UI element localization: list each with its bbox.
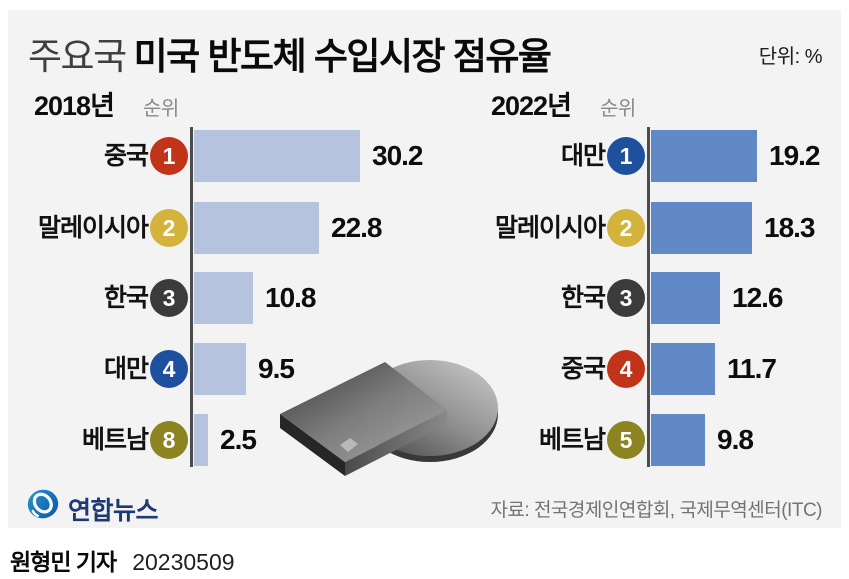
country-label: 베트남 — [538, 426, 606, 454]
rank-badge: 3 — [150, 279, 188, 317]
country-label: 대만 — [560, 142, 606, 170]
chart-row: 베트남 5 9.8 — [457, 414, 849, 466]
rank-header-2022: 순위 — [600, 98, 636, 120]
country-label: 중국 — [560, 355, 606, 383]
title-main: 미국 반도체 수입시장 점유율 — [133, 36, 552, 77]
country-label: 대만 — [103, 355, 149, 383]
value-label: 11.7 — [727, 353, 777, 384]
chart-row: 한국 3 12.6 — [457, 272, 849, 324]
value-label: 12.6 — [732, 282, 783, 313]
publish-date: 20230509 — [132, 549, 235, 575]
title-prefix: 주요국 — [28, 36, 127, 77]
yonhap-news-logo: 연합뉴스 — [24, 485, 224, 525]
bar — [651, 202, 752, 254]
rank-badge: 4 — [607, 350, 645, 388]
chart-row: 중국 4 11.7 — [457, 343, 849, 395]
value-label: 18.3 — [764, 212, 815, 243]
country-label: 베트남 — [81, 426, 149, 454]
year-label-2022: 2022년 — [491, 91, 572, 121]
chart-row: 말레이시아 2 18.3 — [457, 202, 849, 254]
chart-row: 말레이시아 2 22.8 — [0, 202, 430, 254]
value-label: 19.2 — [769, 140, 820, 171]
rank-badge: 3 — [607, 279, 645, 317]
yonhap-logo-icon — [27, 489, 59, 519]
country-label: 중국 — [103, 142, 149, 170]
rank-badge: 1 — [150, 137, 188, 175]
value-label: 9.5 — [258, 353, 295, 384]
rank-badge: 4 — [150, 350, 188, 388]
source-credit: 자료: 전국경제인연합회, 국제무역센터(ITC) — [490, 500, 822, 521]
bar — [651, 130, 757, 182]
rank-badge: 2 — [607, 209, 645, 247]
chart-2018: 2018년 순위 중국 1 30.2 말레이시아 2 22.8 한국 3 10.… — [0, 0, 430, 500]
unit-label: 단위: % — [758, 46, 823, 68]
bar — [194, 202, 319, 254]
chart-row: 대만 1 19.2 — [457, 130, 849, 182]
country-label: 말레이시아 — [494, 214, 606, 242]
year-label-2018: 2018년 — [34, 91, 115, 121]
rank-header-2018: 순위 — [143, 98, 179, 120]
chart-row: 베트남 8 2.5 — [0, 414, 430, 466]
chart-row: 한국 3 10.8 — [0, 272, 430, 324]
value-label: 9.8 — [717, 424, 754, 455]
bar — [194, 343, 246, 395]
rank-badge: 1 — [607, 137, 645, 175]
chart-2022: 2022년 순위 대만 1 19.2 말레이시아 2 18.3 한국 3 12.… — [457, 0, 849, 500]
chip-wafer-icon — [280, 360, 498, 476]
value-label: 10.8 — [265, 282, 316, 313]
bar — [194, 130, 360, 182]
bar — [194, 272, 253, 324]
semiconductor-chip-illustration — [268, 338, 512, 484]
country-label: 한국 — [560, 284, 606, 312]
bar — [651, 414, 705, 466]
axis-line — [190, 127, 193, 467]
bar — [651, 272, 720, 324]
logo-text: 연합뉴스 — [68, 497, 159, 525]
bar — [194, 414, 208, 466]
rank-badge: 2 — [150, 209, 188, 247]
value-label: 30.2 — [372, 140, 423, 171]
bar — [651, 343, 715, 395]
reporter-name: 원형민 기자 — [10, 549, 117, 575]
rank-badge: 8 — [150, 421, 188, 459]
country-label: 한국 — [103, 284, 149, 312]
country-label: 말레이시아 — [37, 214, 149, 242]
page-title: 주요국 미국 반도체 수입시장 점유율 — [28, 26, 552, 80]
value-label: 2.5 — [220, 424, 257, 455]
value-label: 22.8 — [331, 212, 382, 243]
chart-row: 중국 1 30.2 — [0, 130, 430, 182]
chart-row: 대만 4 9.5 — [0, 343, 430, 395]
byline: 원형민 기자 20230509 — [10, 543, 235, 577]
axis-line — [647, 127, 650, 467]
rank-badge: 5 — [607, 421, 645, 459]
